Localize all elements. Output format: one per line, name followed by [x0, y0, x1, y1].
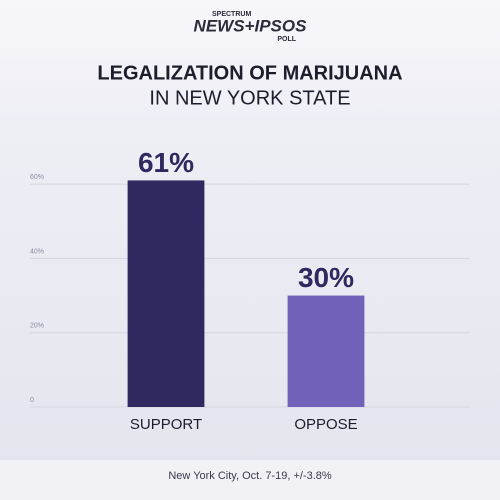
chart-title: LEGALIZATION OF MARIJUANA — [97, 62, 402, 84]
y-tick-label: 40% — [30, 248, 44, 255]
footnote: New York City, Oct. 7-19, +/-3.8% — [168, 470, 332, 482]
value-label: 61% — [138, 147, 194, 178]
logo-main: NEWS+IPSOS — [194, 16, 308, 35]
chart-subtitle: IN NEW YORK STATE — [149, 87, 350, 109]
logo-bottom: POLL — [277, 36, 296, 43]
bar — [287, 295, 365, 407]
footer-band — [0, 460, 500, 500]
y-tick-label: 60% — [30, 174, 44, 181]
y-tick-label: 0 — [30, 397, 34, 404]
bar — [127, 180, 205, 407]
value-label: 30% — [298, 262, 354, 293]
y-tick-label: 20% — [30, 323, 44, 330]
x-tick-label: OPPOSE — [294, 416, 357, 433]
logo-top: SPECTRUM — [212, 11, 251, 18]
x-tick-label: SUPPORT — [130, 416, 202, 433]
